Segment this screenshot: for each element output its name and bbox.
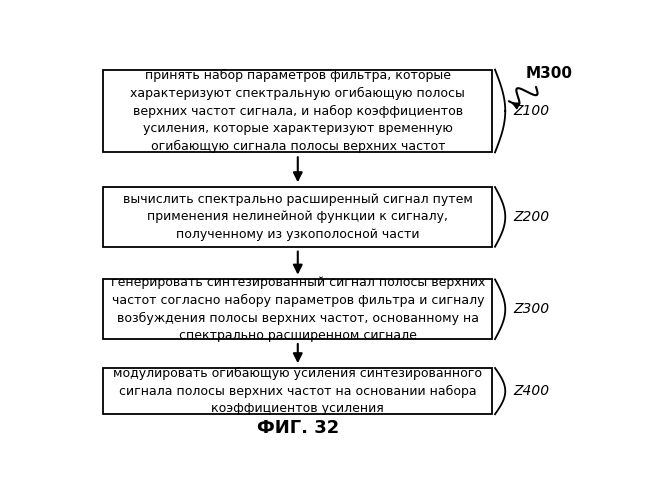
Text: Z100: Z100 — [513, 104, 549, 118]
Text: Z400: Z400 — [513, 384, 549, 398]
Text: Z200: Z200 — [513, 210, 549, 224]
Text: вычислить спектрально расширенный сигнал путем
применения нелинейной функции к с: вычислить спектрально расширенный сигнал… — [123, 193, 473, 241]
Text: M300: M300 — [525, 66, 572, 81]
Text: модулировать огибающую усиления синтезированного
сигнала полосы верхних частот н: модулировать огибающую усиления синтезир… — [113, 367, 483, 415]
FancyBboxPatch shape — [103, 280, 492, 339]
Text: генерировать синтезированный сигнал полосы верхних
частот согласно набору параме: генерировать синтезированный сигнал поло… — [110, 276, 485, 342]
Text: принять набор параметров фильтра, которые
характеризуют спектральную огибающую п: принять набор параметров фильтра, которы… — [130, 70, 465, 152]
FancyBboxPatch shape — [103, 187, 492, 246]
Text: Z300: Z300 — [513, 302, 549, 316]
Text: ФИГ. 32: ФИГ. 32 — [256, 420, 339, 438]
FancyBboxPatch shape — [103, 368, 492, 414]
FancyBboxPatch shape — [103, 70, 492, 152]
